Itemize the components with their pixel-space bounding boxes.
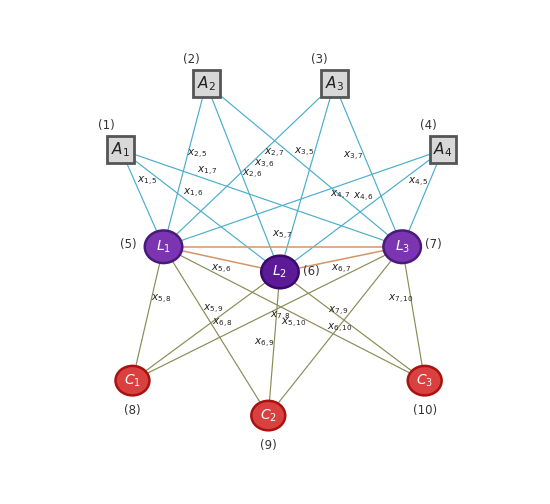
Text: $x_{4,7}$: $x_{4,7}$ (329, 189, 350, 202)
Text: $x_{7,8}$: $x_{7,8}$ (271, 310, 292, 323)
Text: $x_{2,7}$: $x_{2,7}$ (264, 147, 285, 160)
Ellipse shape (383, 230, 421, 263)
Text: $x_{1,5}$: $x_{1,5}$ (138, 175, 158, 188)
Text: $x_{5,8}$: $x_{5,8}$ (151, 293, 172, 306)
Text: $x_{6,10}$: $x_{6,10}$ (327, 322, 352, 335)
Text: $x_{1,7}$: $x_{1,7}$ (197, 165, 218, 178)
Text: $A_4$: $A_4$ (433, 141, 453, 159)
Text: (3): (3) (311, 53, 328, 67)
Text: $A_3$: $A_3$ (324, 75, 344, 93)
Text: $x_{5,9}$: $x_{5,9}$ (204, 302, 224, 316)
Text: (8): (8) (124, 404, 141, 417)
FancyBboxPatch shape (193, 71, 219, 97)
Text: $L_2$: $L_2$ (272, 264, 288, 280)
Text: $x_{4,6}$: $x_{4,6}$ (353, 191, 374, 204)
Text: $x_{2,6}$: $x_{2,6}$ (241, 168, 262, 181)
Ellipse shape (145, 230, 182, 263)
Ellipse shape (251, 401, 285, 430)
Text: $L_3$: $L_3$ (395, 238, 410, 255)
Text: $x_{3,6}$: $x_{3,6}$ (254, 158, 274, 171)
Text: $A_2$: $A_2$ (197, 75, 216, 93)
FancyBboxPatch shape (107, 137, 134, 163)
Text: $C_3$: $C_3$ (416, 372, 433, 389)
Text: $x_{3,5}$: $x_{3,5}$ (294, 146, 315, 159)
Text: (5): (5) (120, 238, 137, 251)
Text: $x_{5,6}$: $x_{5,6}$ (211, 263, 232, 276)
Text: $x_{6,7}$: $x_{6,7}$ (331, 263, 351, 276)
Text: $L_1$: $L_1$ (156, 238, 171, 255)
Text: (4): (4) (420, 119, 437, 133)
Text: $x_{4,5}$: $x_{4,5}$ (408, 176, 429, 190)
Text: (2): (2) (183, 53, 200, 67)
Text: $C_1$: $C_1$ (124, 372, 141, 389)
Ellipse shape (116, 366, 150, 396)
Text: (6): (6) (302, 266, 320, 279)
Text: $x_{2,5}$: $x_{2,5}$ (188, 148, 208, 161)
Text: $x_{3,7}$: $x_{3,7}$ (343, 149, 364, 162)
Text: $x_{6,9}$: $x_{6,9}$ (254, 337, 275, 350)
Text: $x_{5,7}$: $x_{5,7}$ (272, 229, 293, 241)
Text: (1): (1) (98, 119, 114, 133)
FancyBboxPatch shape (321, 71, 348, 97)
Text: (7): (7) (425, 238, 442, 251)
Text: $x_{7,9}$: $x_{7,9}$ (328, 305, 349, 318)
Ellipse shape (261, 256, 299, 288)
Text: $x_{5,10}$: $x_{5,10}$ (282, 317, 307, 330)
Text: $C_2$: $C_2$ (260, 407, 277, 424)
Ellipse shape (408, 366, 442, 396)
Text: $x_{1,6}$: $x_{1,6}$ (183, 187, 204, 200)
Text: $x_{6,8}$: $x_{6,8}$ (212, 318, 233, 331)
FancyBboxPatch shape (430, 137, 456, 163)
Text: $x_{7,10}$: $x_{7,10}$ (388, 293, 414, 306)
Text: (10): (10) (412, 404, 437, 417)
Text: $A_1$: $A_1$ (111, 141, 130, 159)
Text: (9): (9) (260, 439, 277, 452)
